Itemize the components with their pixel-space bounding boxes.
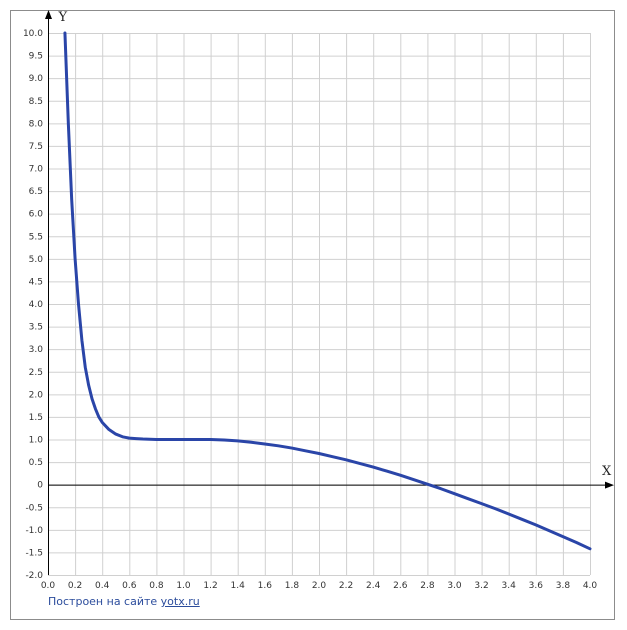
y-axis-arrow-icon [45,10,52,19]
y-tick-label: 7.5 [29,142,43,152]
y-tick-label: -0.5 [25,503,43,513]
y-tick-label: 9.5 [29,52,43,62]
y-axis-label: Y [58,10,68,25]
x-tick-label: 0.4 [95,581,110,591]
x-tick-label: 1.6 [258,581,273,591]
x-tick-label: 2.0 [312,581,327,591]
x-tick-label: 1.2 [203,581,217,591]
y-tick-label: 4.5 [29,277,43,287]
y-tick-label: 1.0 [29,436,44,446]
y-tick-label: 3.0 [29,345,44,355]
y-tick-label: 8.5 [29,97,43,107]
x-tick-label: 0.2 [68,581,82,591]
grid [48,33,591,576]
y-tick-label: 6.0 [29,210,44,220]
y-tick-label: 0.5 [29,458,43,468]
y-tick-label: 9.0 [29,74,44,84]
x-tick-label: 3.4 [502,581,517,591]
credit: Построен на сайте yotx.ru [48,595,200,608]
y-tick-label: 2.5 [29,368,43,378]
x-tick-label: 0.8 [149,581,164,591]
y-tick-label: 8.0 [29,119,44,129]
x-tick-label: 0.6 [122,581,137,591]
x-tick-label: 4.0 [583,581,598,591]
y-tick-label: 2.0 [29,390,44,400]
y-tick-label: 3.5 [29,323,43,333]
y-tick-label: -1.0 [25,526,43,536]
y-tick-label: 5.5 [29,232,43,242]
axes: X Y [45,10,614,575]
y-tick-label: 6.5 [29,187,43,197]
y-tick-label: 7.0 [29,165,44,175]
x-tick-label: 3.2 [474,581,488,591]
x-tick-label: 1.8 [285,581,300,591]
x-tick-label: 2.6 [393,581,408,591]
y-tick-label: -1.5 [25,548,43,558]
credit-link[interactable]: yotx.ru [160,595,200,608]
y-tick-label: 10.0 [23,29,43,39]
x-tick-label: 3.8 [556,581,571,591]
x-tick-label: 3.0 [447,581,462,591]
y-tick-label: 4.0 [29,300,44,310]
y-tick-label: 0 [37,481,43,491]
x-tick-label: 1.0 [176,581,191,591]
series [63,31,592,551]
y-tick-label: 5.0 [29,255,44,265]
x-tick-label: 2.2 [339,581,353,591]
x-tick-label: 3.6 [529,581,544,591]
credit-text: Построен на сайте [48,595,158,608]
x-tick-label: 0.0 [41,581,56,591]
y-tick-label: 1.5 [29,413,43,423]
x-tick-label: 1.4 [231,581,246,591]
x-tick-label: 2.8 [420,581,435,591]
y-tick-label: -2.0 [25,571,43,581]
x-axis-label: X [602,464,612,479]
x-tick-label: 2.4 [366,581,381,591]
chart-frame [10,10,615,620]
tick-labels: 0.0 0.2 0.4 0.6 0.8 1.0 1.2 1.4 1.6 1.8 2.0 2.2 2.4 2… [23,29,597,591]
x-axis-arrow-icon [605,481,614,489]
series-line [63,31,592,551]
